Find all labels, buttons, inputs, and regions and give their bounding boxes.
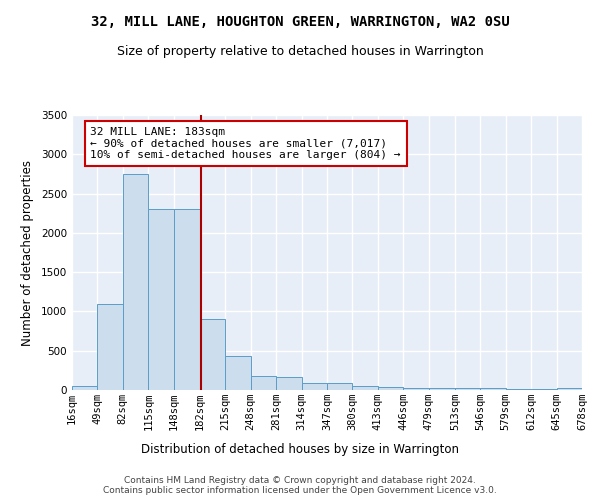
Text: 32, MILL LANE, HOUGHTON GREEN, WARRINGTON, WA2 0SU: 32, MILL LANE, HOUGHTON GREEN, WARRINGTO… — [91, 15, 509, 29]
Bar — [506, 389, 531, 390]
Bar — [251, 376, 276, 390]
Text: Contains HM Land Registry data © Crown copyright and database right 2024.
Contai: Contains HM Land Registry data © Crown c… — [103, 476, 497, 495]
Text: Distribution of detached houses by size in Warrington: Distribution of detached houses by size … — [141, 442, 459, 456]
Bar — [455, 388, 481, 390]
Bar — [97, 304, 123, 390]
Bar — [200, 320, 226, 390]
Bar — [327, 384, 352, 390]
Bar — [352, 386, 378, 390]
Y-axis label: Number of detached properties: Number of detached properties — [21, 160, 34, 346]
Bar — [557, 388, 582, 390]
Bar — [428, 388, 455, 390]
Text: 32 MILL LANE: 183sqm
← 90% of detached houses are smaller (7,017)
10% of semi-de: 32 MILL LANE: 183sqm ← 90% of detached h… — [91, 127, 401, 160]
Bar — [226, 356, 251, 390]
Bar — [173, 210, 200, 390]
Bar — [72, 386, 97, 390]
Bar — [378, 387, 403, 390]
Bar — [403, 388, 428, 390]
Bar — [148, 210, 173, 390]
Bar — [123, 174, 148, 390]
Bar — [276, 377, 302, 390]
Bar — [302, 383, 327, 390]
Text: Size of property relative to detached houses in Warrington: Size of property relative to detached ho… — [116, 45, 484, 58]
Bar — [481, 388, 506, 390]
